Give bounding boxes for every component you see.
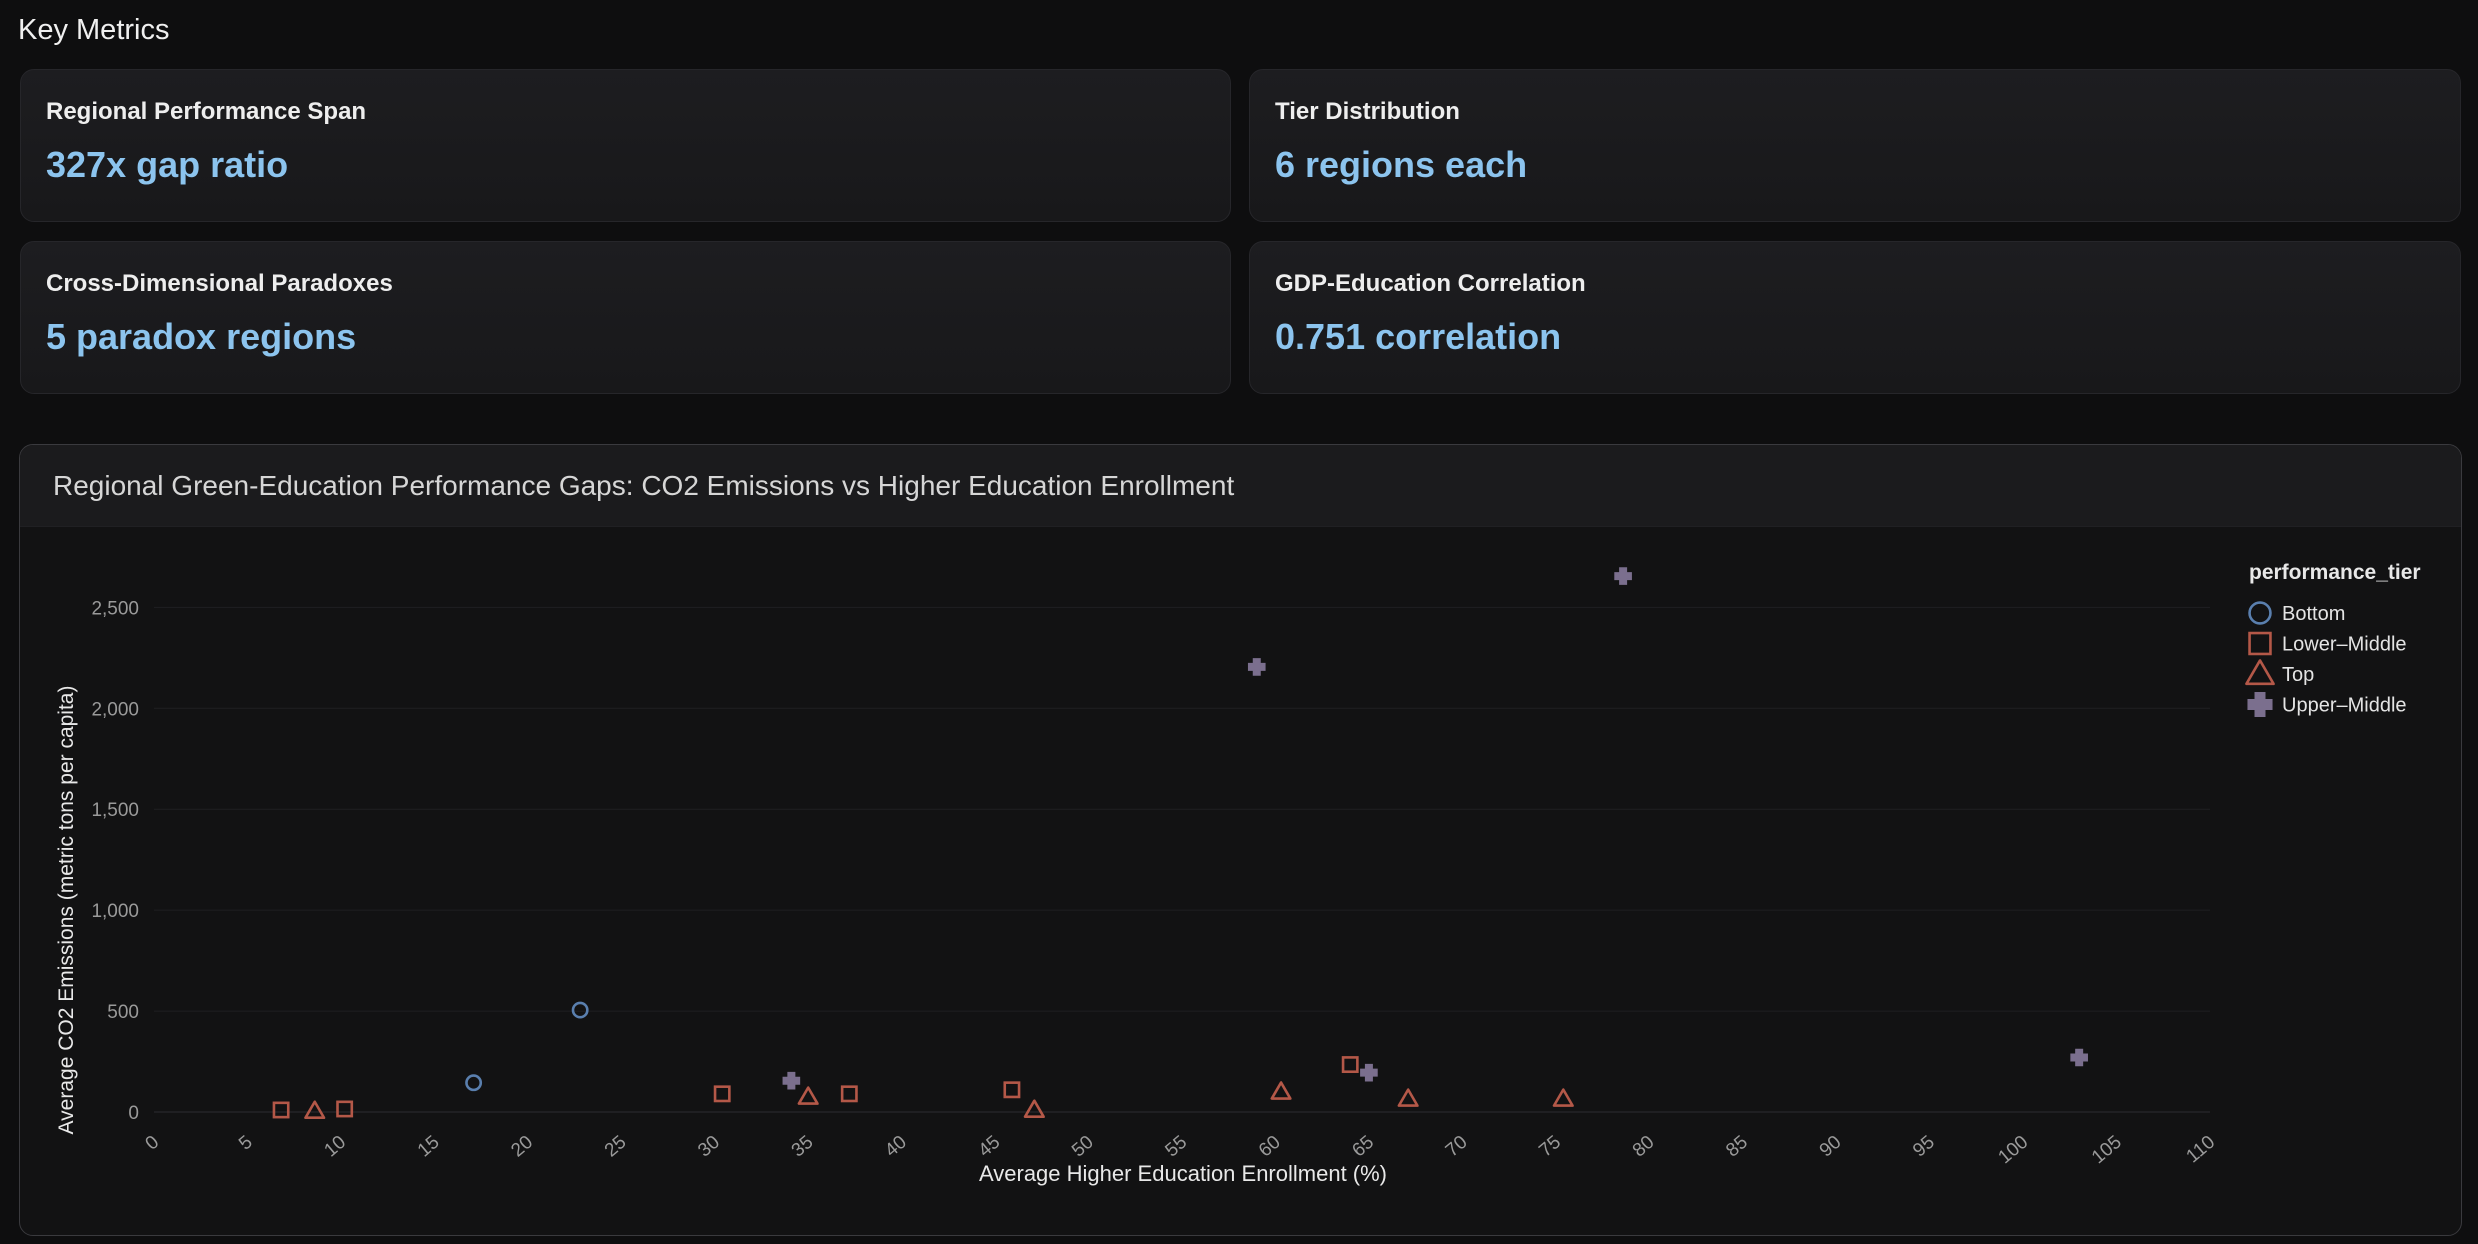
x-tick-label: 85 xyxy=(1722,1132,1752,1162)
data-point xyxy=(1247,658,1266,676)
metric-value: 0.751 correlation xyxy=(1275,316,1562,357)
chart-title: Regional Green-Education Performance Gap… xyxy=(53,470,1235,501)
legend-entry: Bottom xyxy=(2282,603,2345,625)
x-tick-label: 5 xyxy=(235,1132,257,1155)
data-point xyxy=(782,1071,801,1090)
data-points xyxy=(272,567,2088,1120)
x-tick-label: 35 xyxy=(788,1132,818,1162)
data-point xyxy=(304,1100,326,1120)
data-point xyxy=(1023,1099,1045,1119)
x-tick-label: 100 xyxy=(1995,1132,2033,1168)
x-tick-label: 70 xyxy=(1442,1132,1472,1162)
legend-entry: Top xyxy=(2282,664,2314,686)
x-tick-label: 40 xyxy=(881,1132,911,1162)
metric-label: GDP-Education Correlation xyxy=(1275,270,1586,297)
x-tick-label: 65 xyxy=(1348,1132,1378,1162)
data-point xyxy=(797,1086,819,1105)
x-tick-label: 10 xyxy=(320,1132,350,1162)
x-tick-label: 110 xyxy=(2183,1132,2220,1168)
x-tick-label: 20 xyxy=(507,1132,537,1162)
x-tick-label: 50 xyxy=(1068,1132,1098,1162)
legend-title: performance_tier xyxy=(2249,561,2421,584)
y-axis-ticks: 0 500 1,000 1,500 2,000 2,500 xyxy=(91,598,139,1124)
x-axis-label: Average Higher Education Enrollment (%) xyxy=(979,1161,1387,1186)
scatter-chart: 0 500 1,000 1,500 2,000 2,500 0 5 10 15 20 25 30 35 4… xyxy=(55,561,2421,1186)
data-point xyxy=(840,1085,858,1103)
x-tick-label: 55 xyxy=(1162,1132,1192,1162)
data-point xyxy=(1270,1081,1292,1100)
x-tick-label: 25 xyxy=(601,1132,631,1162)
x-tick-label: 75 xyxy=(1535,1132,1565,1162)
x-tick-label: 80 xyxy=(1629,1132,1659,1162)
legend-marker xyxy=(2245,659,2275,686)
grid-lines xyxy=(154,606,2210,1113)
x-tick-label: 105 xyxy=(2088,1132,2126,1168)
legend-entry: Lower–Middle xyxy=(2282,634,2407,656)
y-axis-label: Average CO2 Emissions (metric tons per c… xyxy=(55,686,78,1135)
metric-label: Tier Distribution xyxy=(1275,98,1460,125)
x-tick-label: 95 xyxy=(1909,1132,1939,1162)
data-point xyxy=(2070,1048,2088,1067)
metric-value: 327x gap ratio xyxy=(46,144,289,185)
x-tick-label: 0 xyxy=(142,1132,164,1155)
y-tick-label: 2,000 xyxy=(91,699,139,720)
x-tick-label: 30 xyxy=(694,1132,724,1162)
metric-card-performance-span: Regional Performance Span 327x gap ratio xyxy=(20,69,1231,222)
data-point xyxy=(465,1074,483,1092)
metric-label: Cross-Dimensional Paradoxes xyxy=(46,270,393,297)
metric-value: 6 regions each xyxy=(1275,144,1528,185)
legend-marker xyxy=(2248,631,2272,656)
data-point xyxy=(1360,1063,1378,1082)
y-tick-label: 2,500 xyxy=(91,598,139,619)
data-point xyxy=(713,1085,731,1103)
metric-value: 5 paradox regions xyxy=(46,316,357,357)
section-title: Key Metrics xyxy=(18,14,170,46)
legend-entry: Upper–Middle xyxy=(2282,695,2407,717)
data-point xyxy=(571,1001,589,1019)
x-tick-label: 60 xyxy=(1255,1132,1285,1162)
chart-panel-header: Regional Green-Education Performance Gap… xyxy=(20,445,2461,527)
metric-card-paradoxes: Cross-Dimensional Paradoxes 5 paradox re… xyxy=(20,241,1231,394)
y-tick-label: 1,000 xyxy=(91,901,139,922)
metric-card-correlation: GDP-Education Correlation 0.751 correlat… xyxy=(1249,241,2461,394)
x-tick-label: 90 xyxy=(1816,1132,1846,1162)
y-tick-label: 1,500 xyxy=(91,800,139,821)
x-tick-label: 45 xyxy=(975,1132,1005,1162)
legend-marker xyxy=(2248,601,2272,625)
legend: performance_tier Bottom Lower–Middle Top Up… xyxy=(2245,561,2421,718)
data-point xyxy=(336,1100,354,1118)
metric-label: Regional Performance Span xyxy=(46,98,367,125)
data-point xyxy=(1614,567,1632,585)
y-tick-label: 500 xyxy=(107,1002,139,1023)
legend-marker xyxy=(2247,691,2273,718)
data-point xyxy=(1397,1088,1419,1107)
y-tick-label: 0 xyxy=(128,1103,139,1124)
data-point xyxy=(1003,1081,1021,1099)
chart-panel: Regional Green-Education Performance Gap… xyxy=(19,444,2462,1236)
data-point xyxy=(272,1101,290,1119)
x-tick-label: 15 xyxy=(414,1132,444,1162)
data-point xyxy=(1552,1088,1574,1107)
data-point xyxy=(1341,1056,1359,1074)
metric-card-tier-distribution: Tier Distribution 6 regions each xyxy=(1249,69,2461,222)
